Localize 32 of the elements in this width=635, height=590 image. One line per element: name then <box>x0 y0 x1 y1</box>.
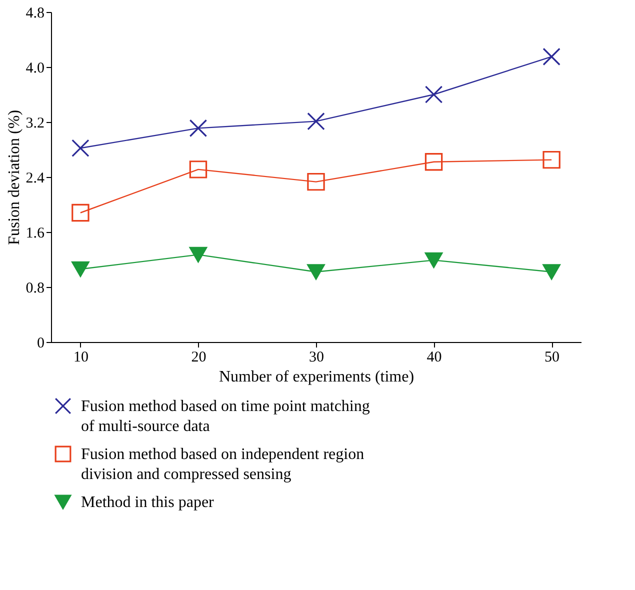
point <box>189 246 208 262</box>
x-tick-label: 20 <box>191 350 206 366</box>
y-tick-label: 2.4 <box>26 170 45 186</box>
y-tick-label: 1.6 <box>26 226 45 242</box>
point <box>307 172 325 191</box>
x-tick-label: 50 <box>544 350 560 366</box>
point <box>189 119 208 138</box>
point <box>424 252 443 268</box>
point <box>307 264 325 280</box>
point <box>542 150 560 169</box>
point <box>542 264 560 280</box>
point <box>72 139 90 157</box>
point <box>72 204 90 222</box>
x-tick-label: 10 <box>73 350 88 366</box>
y-axis-title: Fusion deviation (%) <box>6 110 23 246</box>
x-axis-title: Number of experiments (time) <box>218 368 414 386</box>
y-tick-label: 3.2 <box>26 116 44 132</box>
y-tick-label: 0 <box>37 336 44 352</box>
point <box>542 48 560 66</box>
point <box>307 112 325 130</box>
point <box>189 160 208 178</box>
legend-label: Fusion method based on time point matching of multi-source data <box>81 398 370 435</box>
legend-label: Fusion method based on independent region division and compressed sensing <box>81 446 364 483</box>
point <box>424 86 443 104</box>
point <box>424 153 443 171</box>
legend-label: Method in this paper <box>81 494 215 511</box>
point <box>72 261 90 277</box>
y-tick-label: 4.8 <box>26 6 44 22</box>
x-tick-label: 40 <box>426 350 442 366</box>
y-tick-label: 4.0 <box>26 60 44 76</box>
y-tick-label: 0.8 <box>26 280 44 296</box>
x-tick-label: 30 <box>309 350 324 366</box>
